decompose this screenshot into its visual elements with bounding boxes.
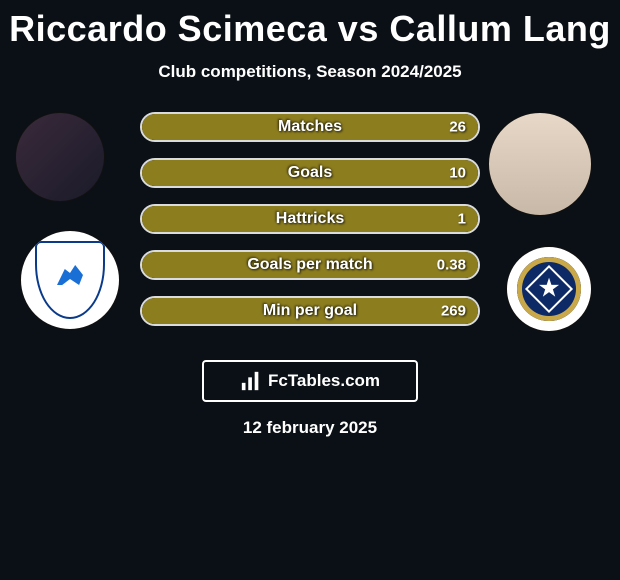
player1-club-crest <box>20 230 120 330</box>
stat-bar-label: Goals <box>288 164 332 182</box>
page-subtitle: Club competitions, Season 2024/2025 <box>0 62 620 82</box>
page-title: Riccardo Scimeca vs Callum Lang <box>0 0 620 50</box>
player1-avatar <box>15 112 105 202</box>
player2-avatar <box>488 112 592 216</box>
stat-bar-value-right: 10 <box>449 165 466 182</box>
stat-bar: Goals per match 0.38 <box>140 250 480 280</box>
cardiff-crest-icon <box>35 241 105 319</box>
stat-bar-value-right: 26 <box>449 119 466 136</box>
stat-bar-label: Goals per match <box>247 256 372 274</box>
fctables-logo: FcTables.com <box>202 360 418 402</box>
stat-bar-label: Hattricks <box>276 210 344 228</box>
player2-club-crest <box>506 246 592 332</box>
stat-bar-label: Min per goal <box>263 302 357 320</box>
stat-bars: Matches 26 Goals 10 Hattricks 1 Goals per matc… <box>140 112 480 342</box>
stat-bar-value-right: 1 <box>458 211 466 228</box>
portsmouth-crest-icon <box>517 257 581 321</box>
stat-bar: Hattricks 1 <box>140 204 480 234</box>
stat-bar-value-right: 269 <box>441 303 466 320</box>
footer-date: 12 february 2025 <box>0 418 620 438</box>
comparison-panel: Matches 26 Goals 10 Hattricks 1 Goals per matc… <box>0 112 620 342</box>
stat-bar: Goals 10 <box>140 158 480 188</box>
fctables-logo-text: FcTables.com <box>268 371 380 391</box>
stat-bar: Matches 26 <box>140 112 480 142</box>
stat-bar-value-right: 0.38 <box>437 257 466 274</box>
stat-bar: Min per goal 269 <box>140 296 480 326</box>
stat-bar-label: Matches <box>278 118 342 136</box>
chart-icon <box>240 370 262 392</box>
